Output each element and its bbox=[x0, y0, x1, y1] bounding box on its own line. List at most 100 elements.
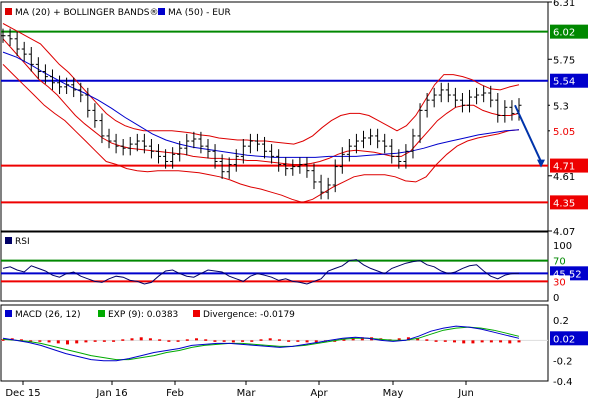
rsi-level-label-2: 30 bbox=[553, 277, 566, 288]
ma50-line bbox=[2, 51, 520, 158]
legend-swatch-divergence bbox=[193, 310, 200, 317]
x-tick-label: May bbox=[383, 388, 404, 399]
macd-signal-line bbox=[2, 326, 520, 361]
level-label-2: 4.71 bbox=[553, 162, 575, 173]
price-tick-label: 4.61 bbox=[553, 172, 575, 183]
divergence-bar bbox=[287, 340, 291, 342]
divergence-bar bbox=[453, 340, 456, 343]
rsi-level-label-0: 70 bbox=[553, 257, 566, 268]
divergence-bar bbox=[1, 339, 5, 341]
legend-label-divergence: Divergence: -0.0179 bbox=[203, 310, 295, 320]
level-label-1-box bbox=[550, 73, 588, 88]
rsi-tick-label: 0 bbox=[553, 293, 559, 304]
macd-tick-label: -0.2 bbox=[553, 357, 573, 368]
divergence-bar bbox=[305, 340, 309, 343]
divergence-bar bbox=[112, 340, 116, 342]
legend-label-rsi: RSI bbox=[15, 237, 30, 247]
rsi-levels bbox=[1, 259, 548, 283]
divergence-bar bbox=[480, 340, 484, 343]
x-tick-label: Apr bbox=[310, 388, 328, 399]
macd-legend: MACD (26, 12) EXP (9): 0.0383 Divergence… bbox=[5, 310, 295, 320]
price-lines bbox=[2, 23, 520, 203]
divergence-bar bbox=[443, 340, 447, 342]
rsi-legend: RSI bbox=[5, 237, 30, 247]
x-tick-label: Jun bbox=[457, 388, 474, 399]
marker-box-1 bbox=[550, 123, 588, 138]
macd-marker-label: 0.02 bbox=[553, 334, 575, 345]
macd-marker-label-box bbox=[550, 331, 588, 346]
legend-label-exp: EXP (9): 0.0383 bbox=[108, 310, 178, 320]
divergence-bar bbox=[517, 340, 521, 343]
divergence-bar bbox=[176, 340, 180, 342]
ma20-line bbox=[2, 38, 520, 165]
rsi-level-box-2 bbox=[550, 275, 570, 288]
divergence-bar bbox=[56, 340, 60, 344]
divergence-bar bbox=[121, 339, 125, 341]
divergence-bar bbox=[314, 340, 318, 343]
marker-label-0: 5.3 bbox=[553, 101, 569, 112]
level-label-0-box bbox=[550, 24, 588, 39]
bollinger-upper-line bbox=[2, 23, 520, 145]
rsi-series-line bbox=[2, 259, 520, 285]
price-levels bbox=[1, 30, 548, 204]
rsi-level-box-0 bbox=[550, 254, 570, 267]
divergence-bar bbox=[84, 340, 88, 343]
price-markers: 6.02 5.54 4.71 4.35 5.3 5.05 bbox=[550, 24, 588, 210]
divergence-bar bbox=[75, 340, 79, 344]
price-panel-frame bbox=[0, 1, 549, 232]
level-label-3: 4.35 bbox=[553, 198, 575, 209]
level-label-3-box bbox=[550, 195, 588, 210]
macd-axis: 0.2 0.02 -0.2 -0.4 bbox=[550, 316, 588, 388]
macd-lines bbox=[2, 325, 520, 362]
divergence-bar bbox=[19, 339, 23, 341]
divergence-bar bbox=[241, 340, 245, 342]
rsi-tick-label: 100 bbox=[553, 241, 572, 252]
divergence-bar bbox=[471, 340, 475, 344]
bollinger-lower-line bbox=[2, 64, 520, 203]
divergence-bar bbox=[259, 339, 263, 341]
macd-tick-label: 0.2 bbox=[553, 316, 569, 327]
level-label-0: 6.02 bbox=[553, 28, 575, 39]
forecast-arrowhead bbox=[537, 159, 545, 168]
divergence-bar bbox=[204, 339, 208, 341]
divergence-bar bbox=[296, 340, 300, 342]
divergence-bar bbox=[406, 337, 410, 341]
level-label-1: 5.54 bbox=[553, 77, 575, 88]
legend-label-ma50: MA (50) - EUR bbox=[168, 8, 231, 18]
divergence-bar bbox=[508, 340, 512, 344]
divergence-bar bbox=[231, 340, 235, 343]
forecast-arrow bbox=[514, 104, 542, 162]
divergence-bar bbox=[213, 340, 217, 342]
legend-swatch-ma20 bbox=[5, 8, 12, 15]
x-tick-label: Mar bbox=[237, 388, 257, 399]
legend-swatch-exp bbox=[98, 310, 105, 317]
divergence-bar bbox=[425, 339, 429, 341]
divergence-bar bbox=[195, 338, 198, 341]
price-tick-label: 4.07 bbox=[553, 227, 575, 238]
divergence-bar bbox=[342, 339, 346, 341]
divergence-bar bbox=[185, 339, 189, 341]
macd-panel-frame bbox=[0, 304, 549, 382]
price-tick-label: 5.75 bbox=[553, 55, 575, 66]
price-legend: MA (20) + BOLLINGER BANDS® MA (50) - EUR bbox=[5, 8, 231, 18]
divergence-bar bbox=[47, 340, 51, 343]
x-tick-label: Jan 16 bbox=[95, 388, 127, 399]
divergence-bar bbox=[38, 340, 42, 342]
divergence-bar bbox=[489, 340, 493, 343]
macd-line bbox=[2, 325, 520, 362]
divergence-bar bbox=[250, 340, 254, 342]
divergence-bar bbox=[66, 340, 69, 345]
legend-label-ma20: MA (20) + BOLLINGER BANDS® bbox=[15, 8, 159, 18]
x-tick-label: Dec 15 bbox=[5, 388, 40, 399]
divergence-bar bbox=[222, 340, 226, 342]
price-bars bbox=[0, 28, 545, 200]
divergence-bar bbox=[29, 340, 33, 342]
divergence-bar bbox=[268, 338, 272, 341]
divergence-bar bbox=[397, 338, 401, 341]
divergence-bar bbox=[360, 337, 364, 341]
x-tick-label: Feb bbox=[166, 388, 184, 399]
rsi-panel-frame bbox=[0, 231, 549, 302]
x-axis: Dec 15 Jan 16 Feb Mar Apr May Jun bbox=[5, 381, 474, 399]
divergence-bar bbox=[148, 338, 152, 341]
